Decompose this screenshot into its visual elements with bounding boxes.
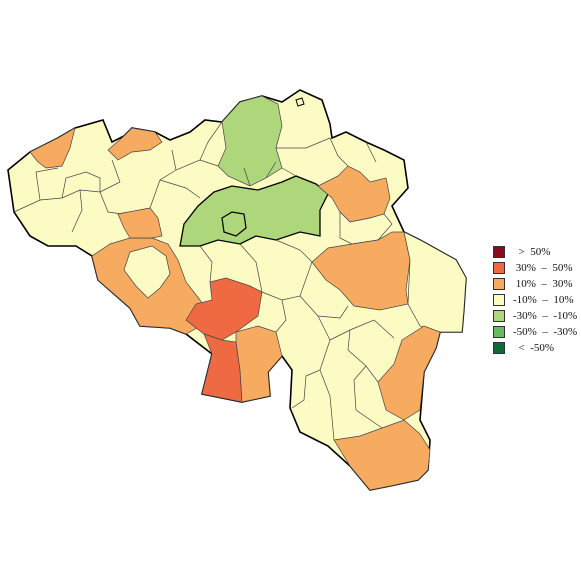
- region-west-coast-small: [107, 127, 163, 161]
- legend-item: > 50%: [493, 244, 579, 260]
- legend-swatch: [493, 294, 505, 306]
- region-east-cantons: [403, 231, 467, 333]
- legend-label: -10% – 10%: [513, 294, 574, 306]
- legend-item: < -50%: [493, 340, 579, 356]
- region-antwerp-north: [217, 95, 283, 187]
- region-limburg-light: [339, 211, 393, 245]
- legend-swatch: [493, 326, 505, 338]
- legend-label: 30% – 50%: [513, 262, 573, 274]
- legend-label: < -50%: [513, 342, 555, 354]
- region-namur-sw: [235, 325, 283, 403]
- region-liege: [311, 231, 411, 311]
- wallonia-borders: [199, 239, 395, 441]
- region-hainaut-center: [185, 277, 263, 341]
- legend-swatch: [493, 342, 505, 354]
- legend-item: 10% – 30%: [493, 276, 579, 292]
- region-brussels-core: [221, 211, 247, 237]
- legend-label: 10% – 30%: [513, 278, 573, 290]
- legend: > 50% 30% – 50% 10% – 30% -10% – 10% -30% …: [493, 244, 579, 356]
- legend-swatch: [493, 310, 505, 322]
- legend-swatch: [493, 278, 505, 290]
- legend-swatch: [493, 262, 505, 274]
- baarle-enclave: [295, 97, 305, 107]
- region-luxembourg-south: [333, 419, 431, 491]
- legend-item: -30% – -10%: [493, 308, 579, 324]
- legend-label: > 50%: [513, 246, 551, 258]
- legend-label: -50% – -30%: [513, 326, 578, 338]
- region-west-coast-nw: [29, 127, 76, 169]
- legend-item: -50% – -30%: [493, 324, 579, 340]
- region-hainaut-center-light: [123, 245, 171, 299]
- flanders-east-borders: [199, 121, 377, 187]
- region-luxembourg-east: [377, 325, 441, 421]
- legend-item: 30% – 50%: [493, 260, 579, 276]
- legend-label: -30% – -10%: [513, 310, 578, 322]
- region-flanders-south-orange: [117, 207, 163, 239]
- legend-swatch: [493, 246, 505, 258]
- legend-item: -10% – 10%: [493, 292, 579, 308]
